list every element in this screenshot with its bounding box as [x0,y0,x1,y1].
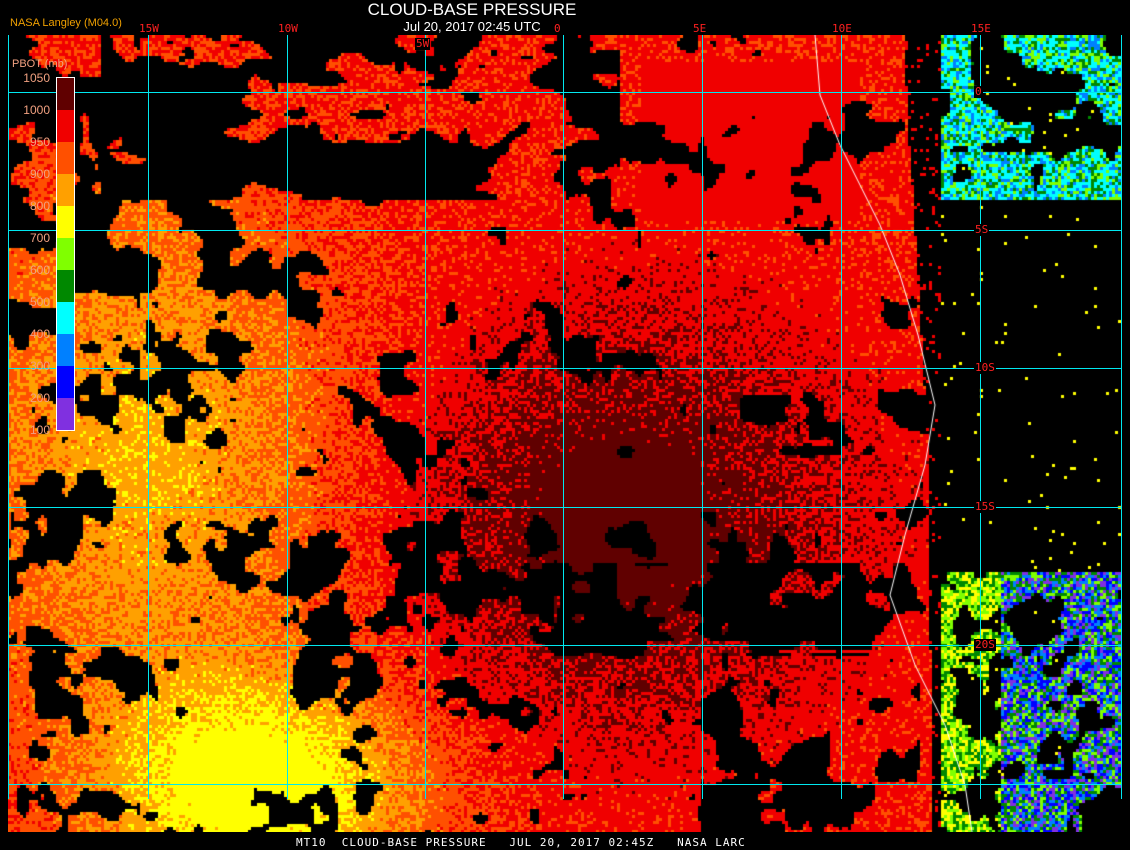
parallel-line [8,92,1121,93]
legend-swatch [57,302,74,334]
legend-tick-label: 900 [29,167,50,181]
longitude-label: 15E [970,22,992,35]
meridian-line [563,35,564,799]
legend-tick-label: 1050 [23,71,50,85]
latitude-label: 0 [974,85,983,98]
parallel-line [8,368,1121,369]
legend-swatch [57,206,74,238]
parallel-line [8,507,1121,508]
legend-colorbar [56,77,75,431]
legend-swatch [57,174,74,206]
legend-tick-label: 500 [29,295,50,309]
legend-tick-label: 800 [29,199,50,213]
meridian-line [980,35,981,799]
longitude-label: 5E [692,22,708,35]
legend-tick-label: 700 [29,231,50,245]
map-title: CLOUD-BASE PRESSURE [367,0,577,19]
latitude-label: 15S [974,500,996,513]
legend-swatch [57,110,74,142]
meridian-line [148,35,149,799]
meridian-line [287,35,288,799]
parallel-line [8,645,1121,646]
legend-swatch [57,238,74,270]
legend-tick-label: 600 [29,263,50,277]
longitude-label: 10W [277,22,299,35]
longitude-label: 10E [831,22,853,35]
legend-tick-label: 400 [29,327,50,341]
latitude-label: 10S [974,361,996,374]
meridian-line [8,35,9,799]
latitude-label: 20S [974,638,996,651]
legend-tick-label: 300 [29,359,50,373]
legend-swatch [57,78,74,110]
parallel-line [8,230,1121,231]
footer-caption: MT10 CLOUD-BASE PRESSURE JUL 20, 2017 02… [296,836,746,849]
legend-swatch [57,366,74,398]
legend-tick-label: 1000 [23,103,50,117]
data-source-label: NASA Langley (M04.0) [10,17,122,29]
longitude-label: 5W [415,37,431,50]
cloud-base-pressure-map [8,35,1121,832]
meridian-line [1121,35,1122,799]
longitude-label: 15W [138,22,160,35]
legend-title: PBOT (mb) [12,58,68,70]
latitude-label: 5S [974,223,990,236]
legend-tick-label: 100 [29,423,50,437]
meridian-line [702,35,703,799]
legend-swatch [57,270,74,302]
legend-tick-label: 950 [29,135,50,149]
longitude-label: 0 [553,22,562,35]
legend-tick-label: 200 [29,391,50,405]
legend-swatch [57,334,74,366]
map-datetime: Jul 20, 2017 02:45 UTC [403,19,541,34]
legend-swatch [57,398,74,430]
meridian-line [425,35,426,799]
parallel-line [8,784,1121,785]
meridian-line [841,35,842,799]
legend-swatch [57,142,74,174]
